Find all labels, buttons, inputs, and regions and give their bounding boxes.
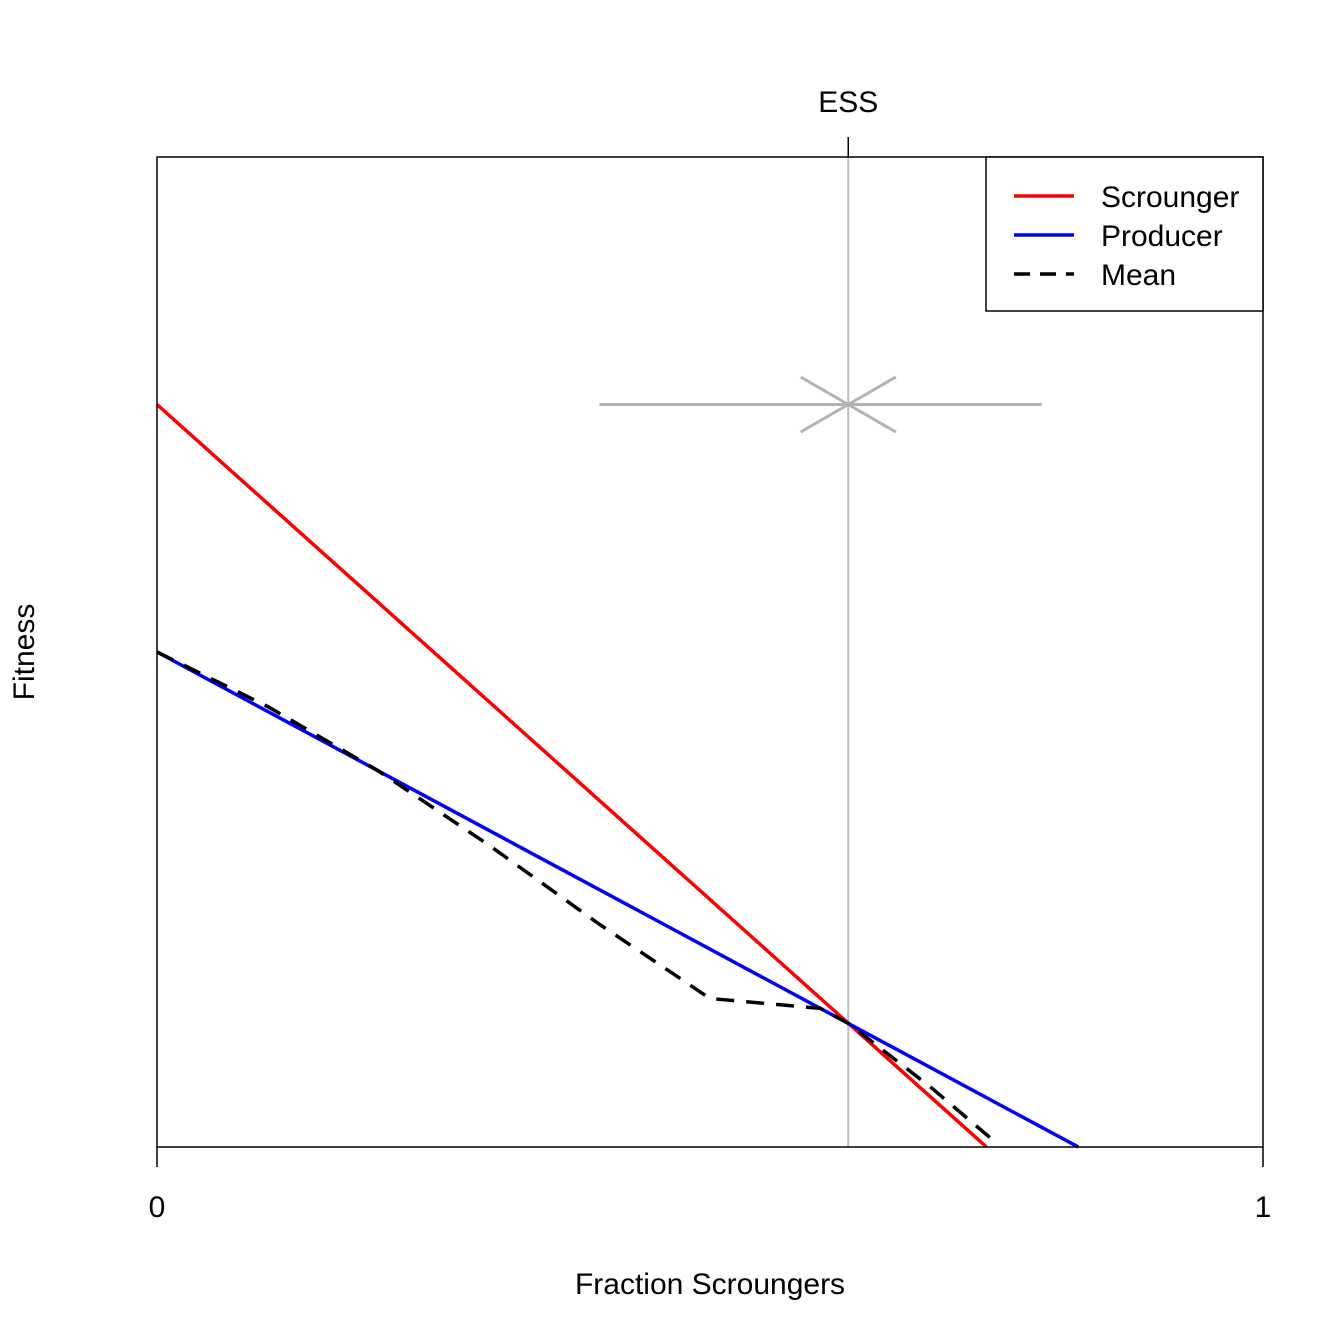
arrow-head	[845, 375, 897, 434]
convergence-arrow-2	[845, 375, 1042, 434]
legend-entries: Scrounger Producer Mean	[1014, 181, 1239, 292]
series-line-producer	[156, 650, 1080, 1149]
series-layer	[155, 403, 1080, 1149]
legend-item-scrounger: Scrounger	[1014, 181, 1239, 214]
x-tick-label: 1	[1255, 1191, 1272, 1224]
ess-tick-label: ESS	[818, 86, 878, 119]
x-tick-label: 0	[149, 1191, 166, 1224]
axes-layer: 0 1 ESS	[149, 86, 1272, 1224]
legend: Scrounger Producer Mean	[985, 156, 1264, 312]
series-line-mean	[156, 650, 999, 1146]
legend-label: Producer	[1101, 220, 1223, 253]
legend-label: Mean	[1101, 259, 1176, 292]
legend-label: Scrounger	[1101, 181, 1239, 214]
x-axis-label: Fraction Scroungers	[575, 1268, 845, 1301]
y-axis-label: Fitness	[8, 604, 41, 701]
convergence-arrow-1	[599, 375, 852, 434]
plot-frame	[156, 156, 1264, 1148]
legend-item-mean: Mean	[1014, 259, 1176, 292]
arrows-layer	[599, 375, 1042, 434]
legend-item-producer: Producer	[1014, 220, 1223, 253]
